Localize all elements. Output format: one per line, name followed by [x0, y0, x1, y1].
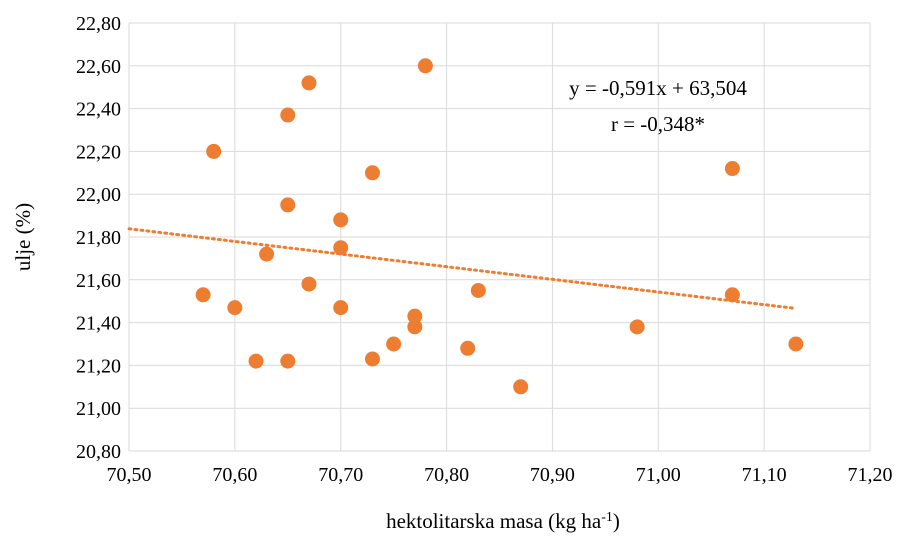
y-tick-label: 22,60: [76, 56, 121, 78]
data-point: [259, 246, 275, 262]
data-point: [280, 197, 296, 213]
y-tick-labels: 20,80 21,00 21,20 21,40 21,60 21,80 22,00 22,20…: [76, 13, 121, 463]
x-tick-label: 70,50: [107, 464, 152, 486]
equation-annotation: y = -0,591x + 63,504: [569, 76, 747, 100]
data-point: [629, 319, 645, 335]
x-axis-title-end: ): [613, 509, 620, 533]
x-axis-title: hektolitarska masa (kg ha-1): [386, 509, 620, 533]
data-point: [248, 353, 264, 369]
data-point: [333, 300, 349, 316]
data-point: [417, 58, 433, 74]
data-point: [788, 336, 804, 352]
x-axis-title-superscript: -1: [601, 510, 613, 525]
y-axis-title: ulje (%): [11, 203, 35, 271]
data-point: [301, 75, 317, 91]
x-axis-title-main: hektolitarska masa (kg ha: [386, 509, 602, 533]
data-points: [195, 58, 804, 395]
x-tick-label: 70,90: [530, 464, 575, 486]
data-point: [301, 276, 317, 292]
data-point: [280, 353, 296, 369]
trendline: [127, 227, 798, 310]
data-point: [364, 351, 380, 367]
x-tick-label: 71,00: [636, 464, 681, 486]
x-tick-label: 71,10: [742, 464, 787, 486]
data-point: [460, 340, 476, 356]
x-tick-label: 70,70: [318, 464, 363, 486]
data-point: [470, 283, 486, 298]
correlation-annotation: r = -0,348*: [611, 112, 705, 136]
data-point: [280, 107, 296, 123]
y-tick-label: 21,40: [76, 313, 121, 335]
y-tick-label: 22,40: [76, 99, 121, 121]
y-tick-label: 22,00: [76, 184, 121, 206]
x-tick-label: 70,60: [212, 464, 257, 486]
data-point: [407, 319, 423, 335]
data-point: [724, 161, 740, 177]
x-tick-label: 70,80: [424, 464, 469, 486]
data-point: [195, 287, 211, 303]
y-tick-label: 21,20: [76, 355, 121, 377]
data-point: [227, 300, 243, 316]
grid-layer: [128, 22, 871, 452]
data-point: [333, 240, 349, 256]
x-tick-labels: 70,50 70,60 70,70 70,80 70,90 71,00 71,10 71,20: [107, 464, 893, 486]
data-point: [407, 308, 423, 324]
data-point: [724, 287, 740, 303]
y-tick-label: 21,00: [76, 398, 121, 420]
data-point: [386, 336, 402, 352]
data-point: [513, 379, 529, 395]
y-tick-label: 20,80: [76, 441, 121, 463]
data-point: [206, 143, 222, 159]
y-tick-label: 21,60: [76, 270, 121, 292]
y-tick-label: 22,20: [76, 141, 121, 163]
data-point: [364, 165, 380, 181]
x-tick-label: 71,20: [848, 464, 893, 486]
y-tick-label: 22,80: [76, 13, 121, 35]
trendline-layer: [127, 227, 798, 310]
data-point: [333, 212, 349, 228]
y-tick-label: 21,80: [76, 227, 121, 249]
